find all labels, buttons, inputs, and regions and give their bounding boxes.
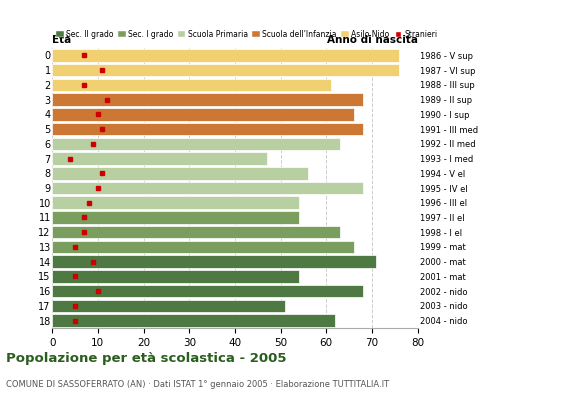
Bar <box>52 78 331 91</box>
Legend: Sec. II grado, Sec. I grado, Scuola Primaria, Scuola dell'Infanzia, Asilo Nido, : Sec. II grado, Sec. I grado, Scuola Prim… <box>56 30 437 38</box>
Bar <box>52 93 363 106</box>
Text: Anno di nascita: Anno di nascita <box>327 35 418 45</box>
Bar <box>52 108 354 120</box>
Bar <box>52 300 285 312</box>
Bar <box>52 64 399 76</box>
Bar <box>52 314 335 327</box>
Text: COMUNE DI SASSOFERRATO (AN) · Dati ISTAT 1° gennaio 2005 · Elaborazione TUTTITAL: COMUNE DI SASSOFERRATO (AN) · Dati ISTAT… <box>6 380 389 389</box>
Bar <box>52 256 376 268</box>
Bar <box>52 241 354 253</box>
Bar <box>52 138 340 150</box>
Bar <box>52 196 299 209</box>
Text: Età: Età <box>52 35 71 45</box>
Bar <box>52 226 340 238</box>
Bar <box>52 182 363 194</box>
Bar <box>52 285 363 298</box>
Bar <box>52 270 299 283</box>
Bar <box>52 49 399 62</box>
Text: Popolazione per età scolastica - 2005: Popolazione per età scolastica - 2005 <box>6 352 287 365</box>
Bar <box>52 152 267 165</box>
Bar <box>52 167 308 180</box>
Bar <box>52 123 363 135</box>
Bar <box>52 211 299 224</box>
